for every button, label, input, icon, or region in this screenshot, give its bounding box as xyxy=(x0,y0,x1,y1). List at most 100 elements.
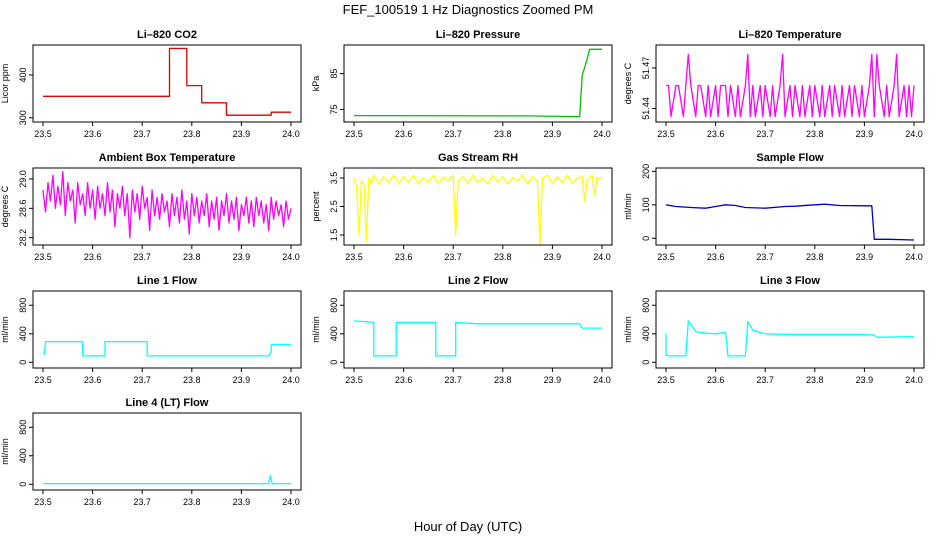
x-tick-label: 23.8 xyxy=(806,129,824,139)
x-tick-label: 23.5 xyxy=(657,252,675,262)
x-tick-label: 23.6 xyxy=(84,375,102,385)
x-tick-label: 24.0 xyxy=(282,252,300,262)
x-tick-label: 24.0 xyxy=(282,497,300,507)
x-tick-label: 23.9 xyxy=(544,129,562,139)
panel-title: Line 4 (LT) Flow xyxy=(126,397,209,409)
series-line xyxy=(665,203,915,241)
x-tick-label: 23.8 xyxy=(183,129,201,139)
main-title: FEF_100519 1 Hz Diagnostics Zoomed PM xyxy=(343,2,594,17)
y-tick-label: 0 xyxy=(329,360,339,365)
x-tick-label: 24.0 xyxy=(905,252,923,262)
x-tick-label: 23.5 xyxy=(657,375,675,385)
y-tick-label: 0 xyxy=(18,482,28,487)
panel-grid: Li–820 CO2 23.5 23.6 23.7 23.8 23.9 24.0 300 400… xyxy=(0,29,925,507)
panel-frame xyxy=(655,167,925,246)
y-tick-label: 800 xyxy=(329,298,339,313)
x-tick-label: 23.5 xyxy=(34,252,52,262)
x-tick-label: 23.5 xyxy=(657,129,675,139)
x-tick-label: 23.5 xyxy=(34,497,52,507)
series-line xyxy=(43,340,291,357)
x-tick-label: 23.9 xyxy=(856,252,874,262)
y-axis-label: degrees C xyxy=(0,185,10,227)
series-line xyxy=(353,174,602,245)
panel-frame xyxy=(655,290,925,369)
x-tick-label: 23.6 xyxy=(707,252,725,262)
chart-panel: Line 4 (LT) Flow 23.5 23.6 23.7 23.8 23.9 24.0… xyxy=(0,397,302,507)
y-axis-label: degrees C xyxy=(623,62,633,104)
chart-panel: Line 2 Flow 23.5 23.6 23.7 23.8 23.9 24.0 0 400 8… xyxy=(311,275,613,385)
y-axis-label: ml/min xyxy=(0,438,10,465)
panel-frame xyxy=(343,44,613,123)
x-tick-label: 23.9 xyxy=(233,497,251,507)
chart-panel: Line 3 Flow 23.5 23.6 23.7 23.8 23.9 24.0 0 400 8… xyxy=(623,275,925,385)
x-tick-label: 24.0 xyxy=(282,129,300,139)
x-tick-label: 23.8 xyxy=(183,497,201,507)
x-tick-label: 23.9 xyxy=(856,375,874,385)
y-tick-label: 3.5 xyxy=(329,172,339,185)
x-tick-label: 23.6 xyxy=(84,252,102,262)
panel-frame xyxy=(343,167,613,246)
y-tick-label: 28.6 xyxy=(18,200,28,218)
y-axis-label: ml/min xyxy=(623,193,633,220)
chart-panel: Li–820 Pressure 23.5 23.6 23.7 23.8 23.9 24.0 7… xyxy=(311,29,613,139)
y-tick-label: 28.2 xyxy=(18,229,28,247)
x-tick-label: 23.7 xyxy=(133,252,151,262)
x-tick-label: 23.5 xyxy=(345,375,363,385)
y-tick-label: 200 xyxy=(641,164,651,179)
y-axis-label: ml/min xyxy=(311,316,321,343)
y-tick-label: 400 xyxy=(18,448,28,463)
x-tick-label: 23.5 xyxy=(34,129,52,139)
series-line xyxy=(43,47,291,116)
x-tick-label: 23.7 xyxy=(444,252,462,262)
chart-panel: Ambient Box Temperature 23.5 23.6 23.7 23.8 2… xyxy=(0,152,302,262)
panel-title: Li–820 CO2 xyxy=(137,29,197,41)
y-tick-label: 29.0 xyxy=(18,170,28,188)
panel-frame xyxy=(343,290,613,369)
series-line xyxy=(42,171,292,239)
y-tick-label: 800 xyxy=(18,420,28,435)
x-tick-label: 23.7 xyxy=(756,252,774,262)
y-tick-label: 51.44 xyxy=(641,97,651,120)
chart-panel: Gas Stream RH 23.5 23.6 23.7 23.8 23.9 24.0 1.5… xyxy=(311,152,613,262)
x-axis-label: Hour of Day (UTC) xyxy=(414,519,522,534)
x-tick-label: 23.7 xyxy=(133,375,151,385)
y-axis-label: ml/min xyxy=(623,316,633,343)
panel-title: Li–820 Temperature xyxy=(738,29,841,41)
series-line xyxy=(353,48,602,118)
x-tick-label: 23.6 xyxy=(395,129,413,139)
x-tick-label: 23.6 xyxy=(395,375,413,385)
x-tick-label: 23.7 xyxy=(444,129,462,139)
x-tick-label: 23.6 xyxy=(707,129,725,139)
panel-title: Line 1 Flow xyxy=(137,275,197,287)
y-axis-label: Licor ppm xyxy=(0,64,10,104)
y-tick-label: 300 xyxy=(18,110,28,125)
panel-title: Sample Flow xyxy=(756,152,824,164)
x-tick-label: 23.9 xyxy=(233,252,251,262)
y-tick-label: 800 xyxy=(641,298,651,313)
series-line xyxy=(666,53,915,118)
chart-panel: Li–820 Temperature 23.5 23.6 23.7 23.8 23.9 24… xyxy=(623,29,925,139)
x-tick-label: 23.5 xyxy=(345,252,363,262)
x-tick-label: 24.0 xyxy=(593,129,611,139)
panel-title: Ambient Box Temperature xyxy=(99,152,236,164)
x-tick-label: 23.5 xyxy=(34,375,52,385)
y-tick-label: 1.5 xyxy=(329,229,339,242)
y-tick-label: 85 xyxy=(329,69,339,79)
x-tick-label: 24.0 xyxy=(905,375,923,385)
y-tick-label: 0 xyxy=(641,360,651,365)
panel-title: Line 3 Flow xyxy=(760,275,820,287)
x-tick-label: 24.0 xyxy=(905,129,923,139)
x-tick-label: 23.8 xyxy=(806,375,824,385)
x-tick-label: 23.8 xyxy=(183,375,201,385)
y-tick-label: 2.5 xyxy=(329,200,339,213)
x-tick-label: 23.9 xyxy=(544,375,562,385)
chart-panel: Line 1 Flow 23.5 23.6 23.7 23.8 23.9 24.0 0 400 8… xyxy=(0,275,302,385)
x-tick-label: 23.8 xyxy=(806,252,824,262)
x-tick-label: 23.7 xyxy=(133,129,151,139)
x-tick-label: 23.8 xyxy=(494,129,512,139)
x-tick-label: 23.9 xyxy=(233,375,251,385)
x-tick-label: 23.8 xyxy=(183,252,201,262)
x-tick-label: 23.6 xyxy=(395,252,413,262)
chart-panel: Sample Flow 23.5 23.6 23.7 23.8 23.9 24.0 0 100 2… xyxy=(623,152,925,262)
y-tick-label: 100 xyxy=(641,197,651,212)
